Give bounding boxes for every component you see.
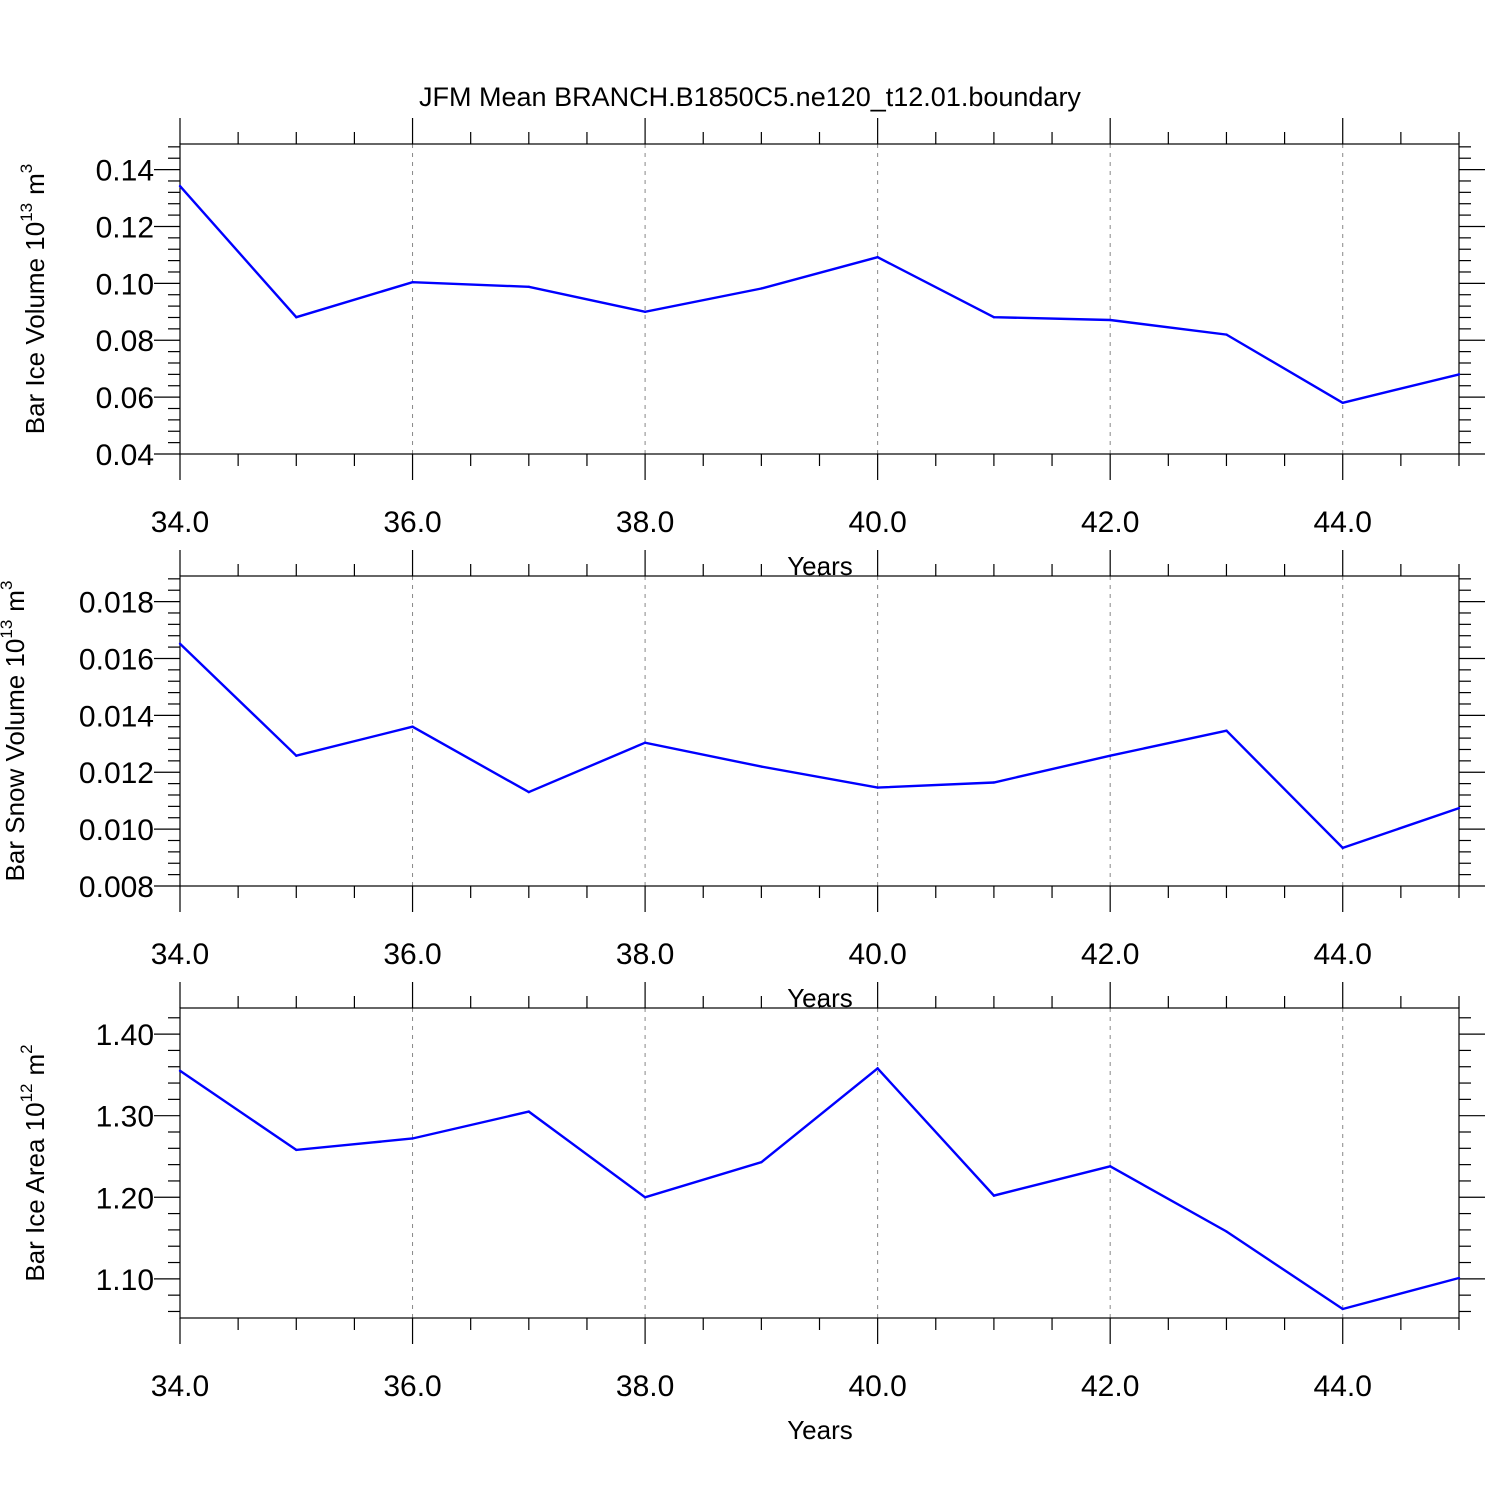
data-point [178, 642, 182, 645]
y-axis-label-exponent: 13 [17, 203, 36, 222]
y-axis-label-unit: m [20, 1054, 50, 1076]
figure-title: JFM Mean BRANCH.B1850C5.ne120_t12.01.bou… [419, 82, 1081, 112]
data-point [1457, 806, 1461, 810]
y-tick-label: 0.08 [96, 325, 154, 358]
data-point [1341, 1307, 1344, 1311]
y-axis-label: Bar Ice Volume 1013 m3 [17, 164, 50, 435]
data-point [411, 725, 414, 728]
data-point [760, 1160, 763, 1164]
data-point [527, 1110, 531, 1113]
data-point [295, 316, 298, 319]
y-axis-label-unit-exponent: 2 [17, 1044, 36, 1053]
data-point [1108, 318, 1112, 322]
x-tick-label: 38.0 [616, 938, 674, 971]
y-tick-label: 1.10 [96, 1264, 154, 1297]
data-point [295, 754, 298, 757]
x-tick-label: 40.0 [848, 938, 906, 971]
plot-frame [179, 1007, 1460, 1319]
y-tick-label: 0.012 [79, 757, 154, 790]
data-point [1457, 1276, 1461, 1280]
x-tick-label: 36.0 [383, 506, 441, 539]
y-tick-label: 0.016 [79, 643, 154, 676]
x-tick-label: 44.0 [1314, 938, 1372, 971]
x-axis-label: Years [787, 1415, 853, 1445]
data-point [295, 1148, 298, 1152]
y-tick-label: 0.10 [96, 268, 154, 301]
x-tick-label: 42.0 [1081, 1370, 1139, 1403]
chart-panel-1: 34.0 36.0 38.0 40.0 42.0 44.0 0.04 0.06 0.08 0.10… [17, 118, 1485, 581]
y-axis-label-exponent: 13 [0, 620, 16, 639]
y-tick-label: 0.14 [96, 155, 154, 188]
series-line [179, 185, 1460, 405]
data-point [876, 786, 879, 789]
y-tick-label: 1.30 [96, 1101, 154, 1134]
chart-panel-3: 34.0 36.0 38.0 40.0 42.0 44.0 1.10 1.20 1.30 1.40… [17, 982, 1485, 1445]
data-point [1457, 373, 1461, 376]
y-axis-label: Bar Snow Volume 1013 m3 [0, 581, 30, 882]
plot-frame [179, 575, 1460, 887]
x-tick-label: 44.0 [1314, 506, 1372, 539]
y-tick-label: 0.06 [96, 382, 154, 415]
data-point [411, 1137, 414, 1140]
data-point [1108, 1165, 1112, 1168]
data-point [643, 310, 647, 313]
data-point [1225, 333, 1228, 336]
data-point [1225, 729, 1228, 732]
data-point [411, 281, 414, 284]
data-point [992, 1194, 996, 1197]
x-tick-label: 34.0 [151, 506, 209, 539]
y-axis-label-base: Bar Ice Area 10 [20, 1102, 50, 1281]
y-axis-label-base: Bar Snow Volume 10 [0, 639, 30, 882]
x-tick-label: 36.0 [383, 1370, 441, 1403]
x-tick-label: 38.0 [616, 506, 674, 539]
data-point [876, 255, 879, 259]
data-point [527, 790, 531, 794]
y-tick-label: 0.014 [79, 700, 154, 733]
data-point [760, 765, 763, 768]
chart-panels: 34.0 36.0 38.0 40.0 42.0 44.0 0.04 0.06 0.08 0.10… [0, 118, 1485, 1445]
x-tick-label: 36.0 [383, 938, 441, 971]
data-point [1341, 401, 1344, 405]
data-point [178, 1069, 182, 1073]
series-line [179, 642, 1460, 850]
x-tick-label: 38.0 [616, 1370, 674, 1403]
x-tick-label: 42.0 [1081, 938, 1139, 971]
y-axis-label-base: Bar Ice Volume 10 [20, 222, 50, 434]
y-tick-label: 1.20 [96, 1182, 154, 1215]
y-axis-label-unit: m [0, 590, 30, 612]
y-tick-label: 0.04 [96, 439, 154, 472]
y-tick-label: 0.010 [79, 814, 154, 847]
y-tick-label: 0.008 [79, 871, 154, 904]
y-axis-label-exponent: 12 [17, 1083, 36, 1102]
y-axis-label-unit: m [20, 173, 50, 195]
y-axis-label-unit-exponent: 3 [17, 164, 36, 173]
data-point [643, 1196, 647, 1199]
data-point [178, 184, 182, 188]
y-tick-label: 0.018 [79, 587, 154, 620]
data-point [1225, 1230, 1228, 1233]
chart-panel-2: 34.0 36.0 38.0 40.0 42.0 44.0 0.008 0.010 0.012 0… [0, 550, 1485, 1013]
y-axis-label: Bar Ice Area 1012 m2 [17, 1044, 50, 1281]
data-point [876, 1067, 879, 1070]
y-axis-label-unit-exponent: 3 [0, 581, 16, 590]
data-point [643, 741, 647, 744]
plot-frame [179, 143, 1460, 455]
data-point [992, 781, 996, 784]
series-line [179, 1066, 1460, 1311]
x-tick-label: 34.0 [151, 938, 209, 971]
data-point [760, 287, 763, 290]
data-point [992, 316, 996, 319]
data-point [1341, 846, 1344, 850]
x-tick-label: 34.0 [151, 1370, 209, 1403]
y-tick-label: 1.40 [96, 1019, 154, 1052]
x-tick-label: 44.0 [1314, 1370, 1372, 1403]
x-tick-label: 40.0 [848, 1370, 906, 1403]
x-tick-label: 40.0 [848, 506, 906, 539]
data-point [527, 285, 531, 288]
data-point [1108, 754, 1112, 757]
y-tick-label: 0.12 [96, 211, 154, 244]
x-tick-label: 42.0 [1081, 506, 1139, 539]
